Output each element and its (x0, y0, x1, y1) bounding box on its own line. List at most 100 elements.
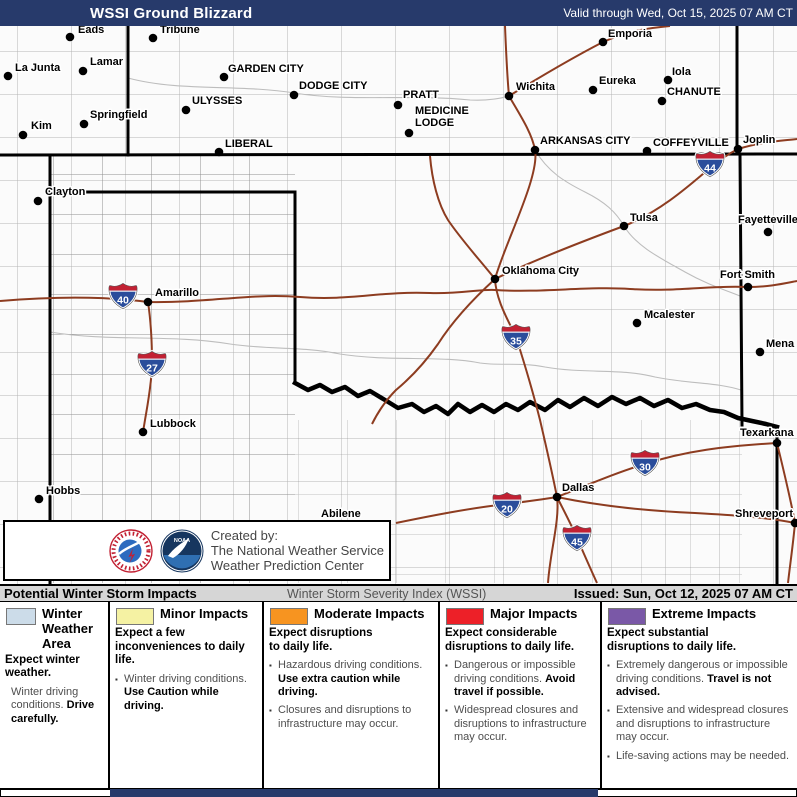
city-label-mcalester: Mcalester (644, 309, 695, 321)
attribution-org-line1: The National Weather Service (210, 543, 384, 558)
interstate-40-number: 40 (117, 295, 129, 307)
wssi-index-label: Winter Storm Severity Index (WSSI) (287, 586, 487, 601)
city-dot-garden-city (219, 72, 229, 82)
interstate-45-shield: 45 (562, 524, 592, 551)
city-label-wichita: Wichita (516, 81, 556, 93)
interstate-45-number: 45 (571, 537, 583, 549)
interstate-20-shield: 20 (492, 491, 522, 518)
bullet-icon: ▪ (607, 661, 610, 671)
city-label-eureka: Eureka (599, 75, 637, 87)
city-label-tribune: Tribune (160, 24, 200, 36)
valid-through-text: Valid through Wed, Oct 15, 2025 07 AM CT (563, 6, 793, 20)
legend-detail: ▪ Extremely dangerous or impossible driv… (607, 659, 788, 698)
interstate-27-shield: 27 (137, 350, 167, 377)
title-bar: WSSI Ground Blizzard Valid through Wed, … (0, 0, 797, 26)
city-label-hobbs: Hobbs (46, 485, 80, 497)
bullet-icon: ▪ (269, 661, 272, 671)
city-dot-mcalester (632, 318, 642, 328)
noaa-logo-text: NOAA (174, 538, 190, 544)
interstate-20-number: 20 (501, 504, 513, 516)
interstate-40-shield: 40 (108, 282, 138, 309)
legend-detail: ▪ Dangerous or impossible driving condit… (445, 659, 576, 698)
legend-col-winter-weather-area: Winter Weather Area Expect winter weathe… (0, 602, 108, 788)
city-label-liberal: LIBERAL (225, 138, 273, 150)
legend-title: Minor Impacts (160, 606, 249, 621)
city-dot-pratt (393, 100, 403, 110)
city-dot-arkansas-city (530, 145, 540, 155)
city-label-coffeyville: COFFEYVILLE (653, 137, 729, 149)
city-label-abilene: Abilene (321, 508, 361, 520)
city-dot-joplin (733, 144, 743, 154)
page-title: WSSI Ground Blizzard (90, 4, 253, 22)
nws-logo (109, 528, 153, 573)
bullet-icon: ▪ (115, 674, 118, 684)
city-dot-amarillo (143, 297, 153, 307)
winter-weather-area-swatch (6, 608, 36, 625)
city-dot-la-junta (3, 71, 13, 81)
city-dot-ulysses (181, 105, 191, 115)
legend-detail: ▪ Closures and disruptions to infrastruc… (269, 704, 412, 730)
legend-intro: Expect winter weather. (5, 653, 80, 680)
bullet-icon: ▪ (445, 661, 448, 671)
city-dot-eads (65, 32, 75, 42)
bottom-brand-strip (110, 789, 598, 797)
city-dot-springfield (79, 119, 89, 129)
city-markers: Eads Tribune La Junta Lamar Kim Springfield GA… (3, 23, 797, 528)
city-label-garden-city: GARDEN CITY (228, 63, 304, 75)
bullet-icon: ▪ (607, 706, 610, 716)
city-label-fayetteville: Fayetteville (738, 214, 797, 226)
city-label-joplin: Joplin (743, 134, 776, 146)
city-label-dodge-city: DODGE CITY (299, 80, 368, 92)
city-dot-dallas (552, 492, 562, 502)
legend-title: Winter Weather Area (42, 606, 94, 651)
noaa-logo: NOAA (160, 529, 204, 572)
legend: Winter Weather Area Expect winter weathe… (0, 602, 797, 790)
city-label-pratt: PRATT (403, 89, 439, 101)
legend-title: Extreme Impacts (652, 606, 757, 621)
city-label-lubbock: Lubbock (150, 418, 197, 430)
city-dot-kim (18, 130, 28, 140)
legend-detail: ▪ Widespread closures and disruptions to… (445, 704, 587, 744)
map-svg: 40 27 35 44 30 20 45 Eads Tribune La Junta Lamar K… (0, 23, 797, 584)
impacts-bar-title: Potential Winter Storm Impacts (4, 586, 197, 601)
created-by-label: Created by: (210, 528, 279, 543)
city-label-springfield: Springfield (90, 109, 147, 121)
legend-intro: Expect a few inconveniences to daily lif… (115, 627, 245, 667)
city-label-ulysses: ULYSSES (192, 95, 242, 107)
city-dot-wichita (504, 91, 514, 101)
city-dot-mena (755, 347, 765, 357)
city-label-kim: Kim (31, 120, 52, 132)
legend-title: Moderate Impacts (314, 606, 425, 621)
bullet-icon: ▪ (445, 706, 448, 716)
city-label-eads: Eads (78, 24, 104, 36)
legend-detail: ▪ Winter driving conditions. Use Caution… (115, 672, 247, 712)
legend-detail: ▪ Extensive and widespread closures and … (607, 704, 789, 744)
city-label-iola: Iola (672, 66, 692, 78)
legend-col-major-impacts: Major Impacts Expect considerable disrup… (438, 602, 600, 788)
interstate-20-east-road (556, 496, 796, 524)
legend-intro: Expect substantial disruptions to daily … (607, 627, 737, 653)
attribution-box: NOAA Created by: The National Weather Se… (3, 520, 391, 581)
city-dot-coffeyville (642, 146, 652, 156)
city-label-tulsa: Tulsa (630, 212, 659, 224)
legend-intro: Expect disruptions to daily life. (269, 627, 373, 653)
city-dot-fort-smith (743, 282, 753, 292)
state-borders (0, 24, 797, 584)
interstate-shields: 40 27 35 44 30 20 45 (108, 150, 725, 551)
interstate-44-number: 44 (704, 163, 716, 175)
city-label-texarkana: Texarkana (740, 427, 794, 439)
city-dot-iola (663, 75, 673, 85)
interstate-30-number: 30 (639, 462, 651, 474)
interstate-35-number: 35 (510, 336, 522, 348)
legend-detail: Winter driving conditions. Drive careful… (11, 685, 95, 725)
city-dot-dodge-city (289, 90, 299, 100)
okc-southwest-road (371, 278, 496, 425)
legend-detail: ▪ Hazardous driving conditions. Use extr… (269, 659, 423, 698)
attribution-org-line2: Weather Prediction Center (210, 558, 364, 573)
city-dot-clayton (33, 196, 43, 206)
major-impacts-swatch (446, 608, 484, 625)
city-label-medicine-lodge: LODGE (415, 117, 454, 129)
county-grid-texas-panhandle (50, 155, 295, 583)
interstate-35-shield: 35 (501, 323, 531, 350)
